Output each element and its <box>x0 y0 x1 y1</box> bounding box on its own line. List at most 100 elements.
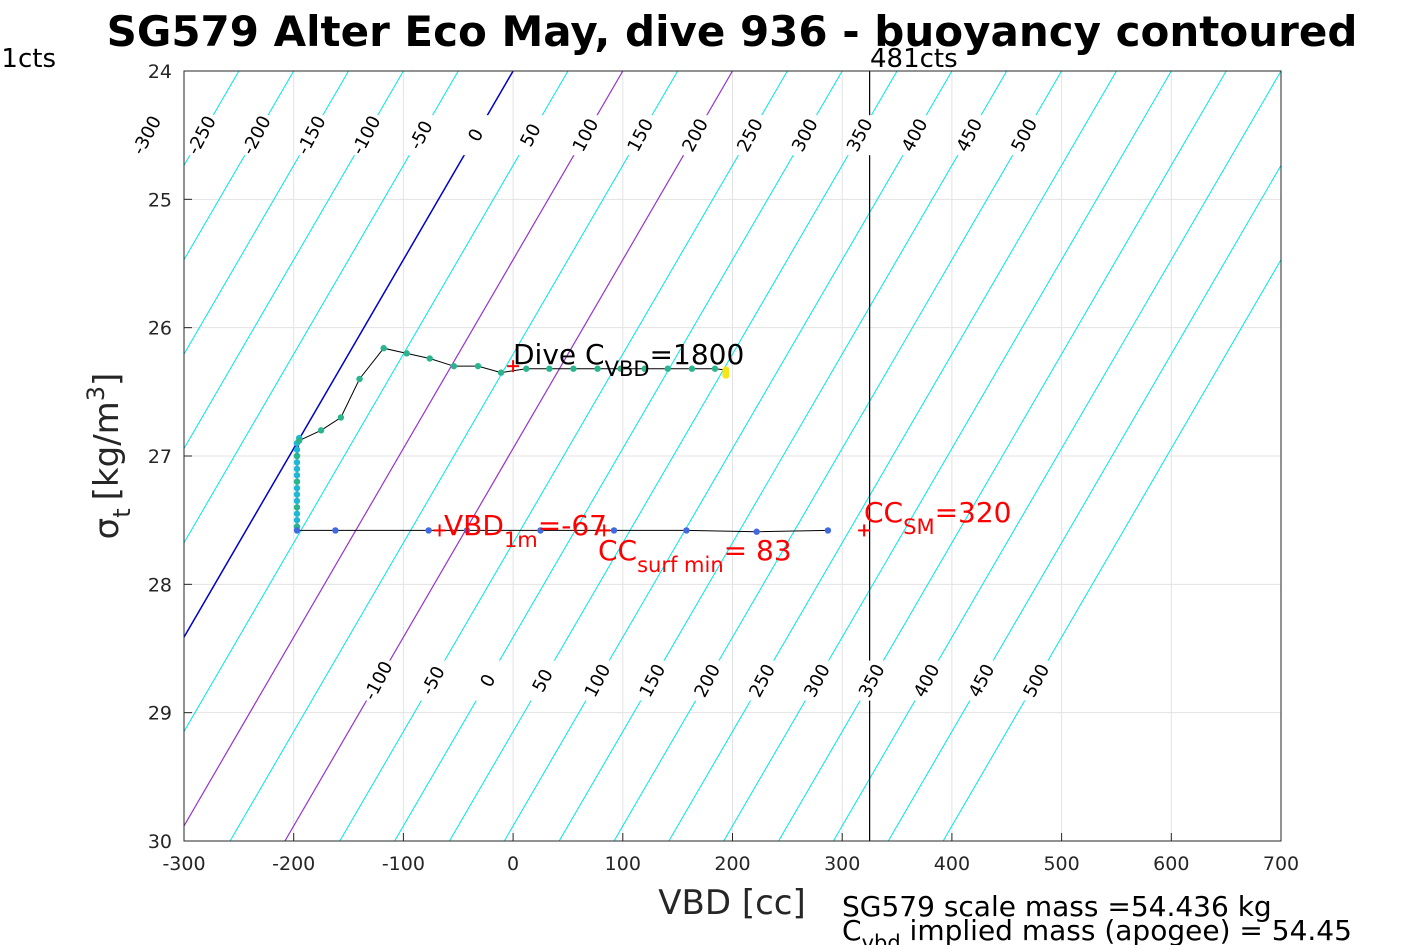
cc-surf-sub: surf min <box>637 553 724 577</box>
contour-label-bg <box>583 660 612 701</box>
dive-traces <box>293 345 871 537</box>
upper-trace-dot <box>426 355 433 362</box>
vbd-1m-prefix: VBD <box>444 509 504 542</box>
contour-line <box>0 71 19 841</box>
contour-label-bg <box>1022 660 1051 701</box>
lower-trace-dot <box>610 527 618 534</box>
y-tick-label: 24 <box>148 61 172 83</box>
upper-trace-dot <box>497 369 505 376</box>
contour-label-bg <box>419 660 448 701</box>
contour-line <box>184 71 624 828</box>
annotation-vbd-1m: VBD1m=-67 <box>444 509 607 552</box>
upper-trace-dot <box>403 350 410 357</box>
contour-labels: -300 -250 -200 -150 -100 -50 0 50 100 150 200 250 30… <box>128 112 1054 703</box>
contour-line <box>832 71 1281 841</box>
lower-trace-dot <box>824 527 832 534</box>
upper-trace-dot <box>337 414 345 421</box>
upper-trace-dot <box>523 365 530 372</box>
contour-line <box>229 71 679 841</box>
contour-line <box>184 71 349 356</box>
vertical-dot <box>293 491 301 498</box>
contour-line <box>942 258 1281 841</box>
vertical-dot <box>293 465 301 473</box>
x-tick-label: 200 <box>714 853 750 875</box>
y-label-close: ] <box>87 373 127 386</box>
contour-label-bg <box>516 115 545 156</box>
contour-label-bg <box>626 115 655 156</box>
contour-line <box>778 71 1227 841</box>
cc-sm-suffix: =320 <box>935 496 1012 529</box>
lower-trace-dot <box>293 527 301 534</box>
lower-trace-dot <box>332 527 339 534</box>
vbd-1m-marker <box>433 524 446 537</box>
chart-title: SG579 Alter Eco May, dive 936 - buoyancy… <box>107 7 1358 56</box>
upper-trace-dot <box>474 362 482 370</box>
y-tick-label: 27 <box>148 446 172 468</box>
contour-line <box>668 71 1117 841</box>
contour-line <box>184 71 569 733</box>
cc-surf-prefix: CC <box>598 534 637 567</box>
upper-trace-dot <box>617 365 624 372</box>
contour-label-bg <box>802 660 831 701</box>
upper-trace-dot <box>356 375 363 383</box>
lower-trace-dot <box>537 527 544 534</box>
x-tick-label: -200 <box>272 853 315 875</box>
upper-trace-dot <box>295 437 303 444</box>
lower-trace-dot <box>463 527 471 534</box>
contour-label-bg <box>857 660 886 701</box>
x-tick-label: 100 <box>605 853 641 875</box>
contour-label-bg <box>571 115 600 156</box>
contour-label-bg <box>638 660 667 701</box>
contour-label-bg <box>845 115 874 156</box>
contour-line <box>184 71 295 261</box>
cc-surf-marker <box>598 524 611 537</box>
contour-label-bg <box>748 660 777 701</box>
y-tick-label: 28 <box>148 574 172 596</box>
x-tick-label: 0 <box>507 853 519 875</box>
contour-label-bg <box>528 660 557 701</box>
cc-surf-suffix: = 83 <box>724 534 792 567</box>
contour-label-bg <box>912 660 941 701</box>
contour-label-bg <box>681 115 710 156</box>
upper-trace-dot <box>293 452 301 460</box>
upper-trace-dot <box>570 365 577 372</box>
upper-trace-dot <box>293 504 301 511</box>
contour-line <box>613 71 1063 841</box>
contour-line <box>558 71 1008 841</box>
footer-scale-mass: SG579 scale mass =54.436 kg <box>842 890 1272 923</box>
upper-trace-dot <box>317 427 325 434</box>
contour-line <box>284 71 734 841</box>
y-tick-label: 30 <box>148 831 172 853</box>
upper-trace-dot <box>450 362 458 370</box>
contour-label-bg <box>900 115 929 156</box>
contour-label-bg <box>352 115 381 156</box>
lower-trace-dot <box>425 527 432 534</box>
contour-line <box>887 164 1281 841</box>
x-tick-label: 600 <box>1153 853 1189 875</box>
contour-label-bg <box>790 115 819 156</box>
vertical-dot <box>293 446 301 453</box>
dive-c-sub: VBD <box>605 357 650 381</box>
vertical-dot <box>293 516 301 524</box>
contour-label-bg <box>693 660 722 701</box>
contour-label-bg <box>406 115 435 156</box>
contour-label-bg <box>187 115 216 156</box>
x-tick-label: 300 <box>824 853 860 875</box>
buoyancy-contours <box>0 71 1281 841</box>
footer-implied-mass: Cvbd implied mass (apogee) = 54.45 <box>842 914 1352 945</box>
vbd-1m-sub: 1m <box>504 528 538 552</box>
contour-label-bg <box>955 115 984 156</box>
x-tick-label: -300 <box>162 853 205 875</box>
y-tick-label: 25 <box>148 189 172 211</box>
lower-trace-dot <box>683 527 690 534</box>
contour-line <box>0 71 74 841</box>
contour-line <box>449 71 898 841</box>
footer-c-suffix: implied mass (apogee) = 54.45 <box>901 914 1352 945</box>
contour-label-bg <box>736 115 765 156</box>
upper-trace-dot <box>380 345 387 352</box>
contour-line <box>184 71 459 544</box>
annotation-dive-c-vbd: Dive CVBD=1800 <box>513 338 744 381</box>
y-tick-label: 29 <box>148 703 172 725</box>
annotation-cc-sm: CCSM=320 <box>864 496 1011 539</box>
